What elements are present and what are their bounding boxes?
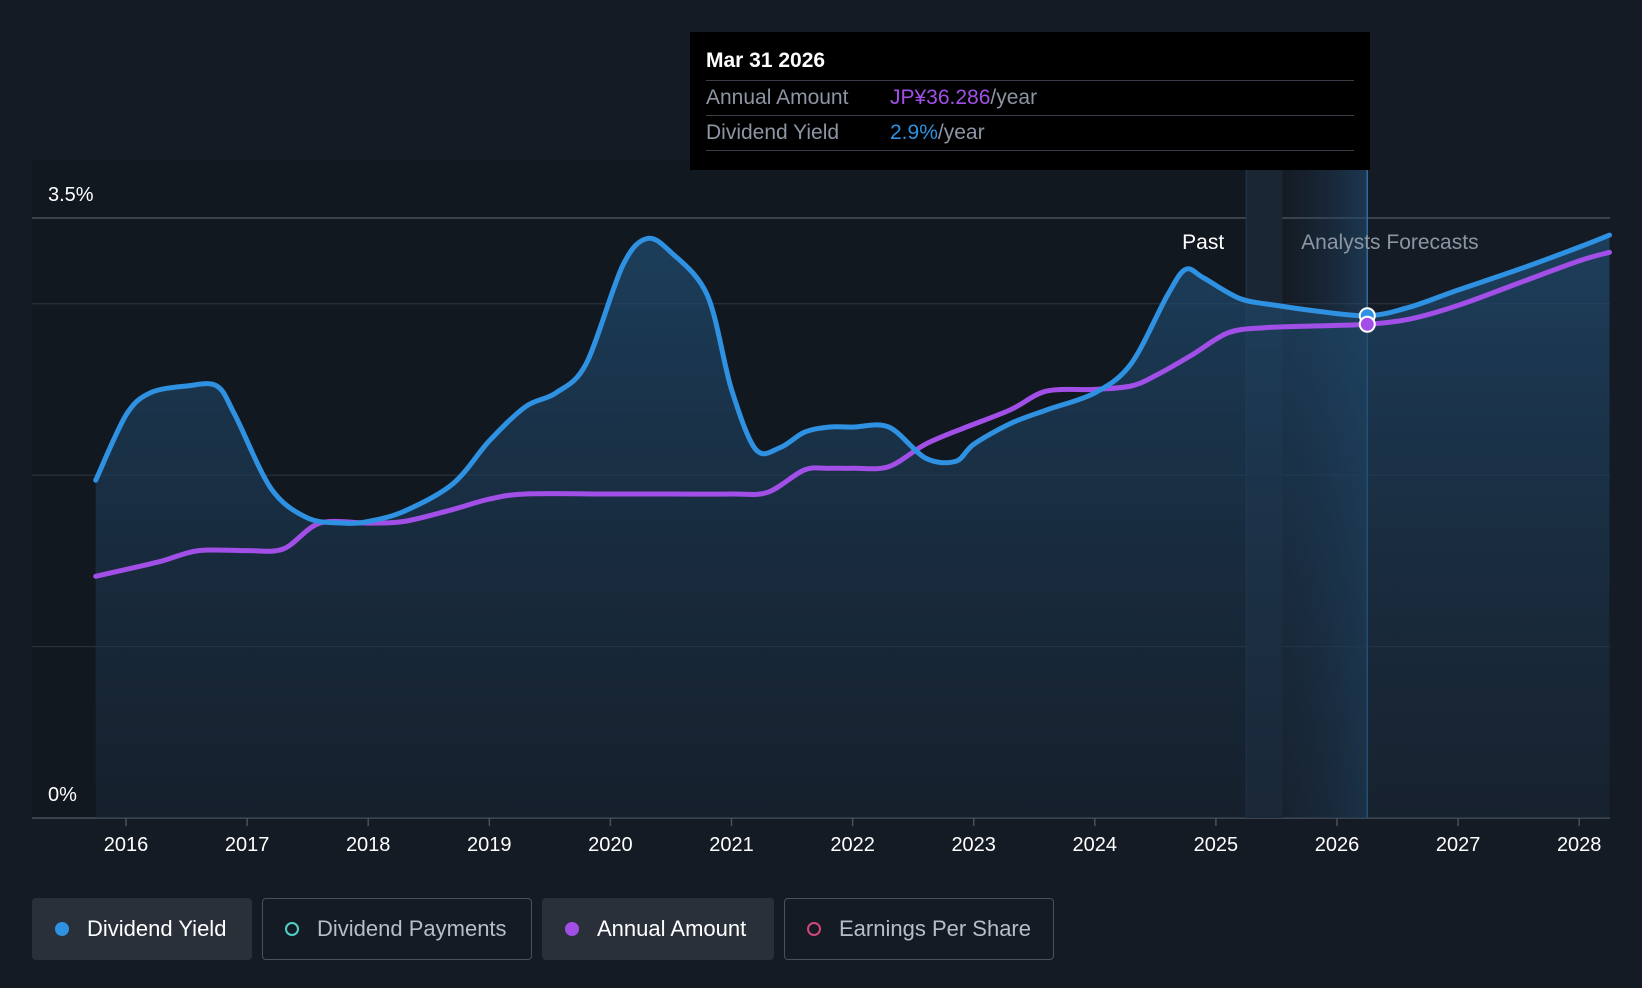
x-tick-label: 2019 — [467, 834, 512, 856]
legend-ring-icon — [285, 922, 299, 936]
legend: Dividend Yield Dividend Payments Annual … — [32, 898, 1054, 960]
x-tick-label: 2018 — [346, 834, 391, 856]
tooltip-unit: /year — [937, 121, 985, 144]
x-tick-label: 2021 — [709, 834, 754, 856]
x-tick-label: 2020 — [588, 834, 633, 856]
tooltip-row-dividend-yield: Dividend Yield 2.9% /year — [706, 116, 1354, 151]
legend-dot-icon — [565, 922, 579, 936]
annual-amount-marker — [1358, 315, 1376, 333]
legend-label: Earnings Per Share — [839, 916, 1031, 941]
tooltip-value: 2.9% — [890, 121, 938, 144]
y-axis-min-label: 0% — [48, 784, 77, 806]
legend-label: Dividend Payments — [317, 916, 507, 941]
tooltip-value: JP¥36.286 — [890, 86, 991, 109]
tooltip-row-annual-amount: Annual Amount JP¥36.286 /year — [706, 81, 1354, 116]
x-tick-label: 2025 — [1194, 834, 1239, 856]
tooltip-label: Dividend Yield — [706, 121, 840, 144]
legend-annual-amount[interactable]: Annual Amount — [542, 898, 774, 960]
x-tick-label: 2026 — [1315, 834, 1360, 856]
tooltip-date: Mar 31 2026 — [706, 46, 1354, 81]
legend-dividend-yield[interactable]: Dividend Yield — [32, 898, 252, 960]
x-tick-label: 2023 — [951, 834, 996, 856]
x-tick-label: 2016 — [104, 834, 149, 856]
legend-label: Annual Amount — [597, 916, 747, 941]
x-tick-label: 2024 — [1073, 834, 1118, 856]
dividend-yield-line — [93, 232, 1612, 526]
legend-dividend-payments[interactable]: Dividend Payments — [262, 898, 532, 960]
x-tick-label: 2022 — [830, 834, 875, 856]
region-forecast-label: Analysts Forecasts — [1301, 231, 1478, 254]
tooltip-label: Annual Amount — [706, 86, 849, 109]
dividend-yield-area — [95, 235, 1610, 819]
legend-earnings-per-share[interactable]: Earnings Per Share — [784, 898, 1054, 960]
x-tick-label: 2028 — [1557, 834, 1602, 856]
legend-dot-icon — [55, 922, 69, 936]
x-tick-label: 2017 — [225, 834, 270, 856]
tooltip-unit: /year — [990, 86, 1038, 109]
region-past-label: Past — [1182, 231, 1224, 254]
tooltip: Mar 31 2026 Annual Amount JP¥36.286 /yea… — [690, 32, 1370, 170]
legend-label: Dividend Yield — [87, 916, 227, 941]
x-tick-label: 2027 — [1436, 834, 1481, 856]
legend-ring-icon — [807, 922, 821, 936]
y-axis-max-label: 3.5% — [48, 184, 94, 206]
